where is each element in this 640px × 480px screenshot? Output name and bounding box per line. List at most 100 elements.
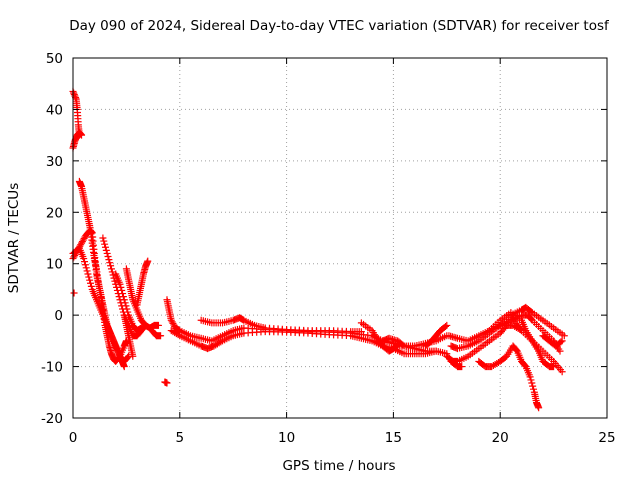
data-point xyxy=(124,353,132,361)
y-axis-label: SDTVAR / TECUs xyxy=(6,183,22,293)
data-point xyxy=(81,258,89,266)
data-point xyxy=(101,243,109,251)
series-tr21 xyxy=(447,357,466,371)
data-point xyxy=(163,379,171,387)
series-tr5 xyxy=(69,244,128,371)
data-point xyxy=(560,332,568,340)
data-point xyxy=(87,279,95,287)
data-point xyxy=(442,322,450,330)
data-point xyxy=(78,239,86,247)
data-point xyxy=(118,286,126,294)
data-point xyxy=(217,338,225,346)
series-tr9 xyxy=(133,257,152,309)
data-point xyxy=(116,280,124,288)
series-tr2 xyxy=(69,129,86,152)
data-point xyxy=(120,296,128,304)
y-tick-label: 40 xyxy=(46,102,63,118)
data-point xyxy=(99,234,107,242)
data-point xyxy=(80,255,88,263)
data-point xyxy=(121,299,129,307)
series-tr15 xyxy=(357,319,402,355)
data-point xyxy=(518,327,526,335)
data-point xyxy=(106,259,114,267)
data-point xyxy=(124,308,132,316)
data-point xyxy=(174,331,182,339)
data-point xyxy=(157,332,165,340)
data-point xyxy=(558,337,566,345)
y-tick-label: 10 xyxy=(46,257,63,273)
data-point xyxy=(521,362,529,370)
y-tick-label: 0 xyxy=(54,308,63,324)
x-tick-label: 15 xyxy=(385,430,402,446)
data-point xyxy=(120,363,128,371)
series-tr11 xyxy=(148,327,165,340)
data-point xyxy=(87,282,95,290)
data-point xyxy=(512,346,520,354)
x-tick-label: 5 xyxy=(176,430,185,446)
y-tick-label: 20 xyxy=(46,205,63,221)
data-point xyxy=(399,341,407,349)
data-point xyxy=(432,347,440,355)
data-point xyxy=(527,376,535,384)
x-tick-label: 0 xyxy=(69,430,78,446)
chart-title: Day 090 of 2024, Sidereal Day-to-day VTE… xyxy=(69,18,610,34)
data-point xyxy=(84,270,92,278)
data-point xyxy=(528,379,536,387)
data-point xyxy=(85,273,93,281)
data-point xyxy=(129,352,137,360)
data-point xyxy=(550,363,558,371)
data-point xyxy=(168,318,176,326)
data-point xyxy=(535,404,543,412)
data-point xyxy=(154,321,162,329)
x-axis-label: GPS time / hours xyxy=(282,458,395,474)
y-tick-label: 30 xyxy=(46,154,63,170)
data-point xyxy=(357,328,365,336)
series-tr7 xyxy=(112,270,145,335)
data-point xyxy=(102,246,110,254)
data-point xyxy=(517,326,525,334)
data-point xyxy=(70,91,78,99)
plot-frame xyxy=(72,57,608,419)
series-tr10 xyxy=(120,311,137,360)
data-point xyxy=(104,253,112,261)
x-tick-labels: 0 5 10 15 20 25 xyxy=(69,430,616,446)
data-point xyxy=(119,290,127,298)
x-tick-label: 20 xyxy=(492,430,509,446)
data-point xyxy=(167,316,175,324)
data-point xyxy=(530,385,538,393)
series-tr25 xyxy=(539,332,566,350)
data-point xyxy=(119,293,127,301)
series-tr14 xyxy=(197,314,365,336)
data-point xyxy=(83,267,91,275)
data-point xyxy=(100,237,108,245)
data-point xyxy=(70,289,78,297)
data-point xyxy=(78,238,86,246)
series-tr19 xyxy=(447,303,568,353)
data-point xyxy=(86,276,94,284)
y-tick-label: -10 xyxy=(41,360,63,376)
data-point xyxy=(123,305,131,313)
x-tick-label: 25 xyxy=(598,430,615,446)
series-tr24 xyxy=(507,311,526,335)
data-point xyxy=(556,347,564,355)
series-tr22 xyxy=(475,342,543,412)
data-point xyxy=(70,89,78,97)
series-tr17 xyxy=(421,321,451,350)
data-point xyxy=(117,283,125,291)
data-point xyxy=(443,321,451,329)
data-point xyxy=(105,256,113,264)
series-outlier-b xyxy=(161,378,171,387)
y-tick-labels: -20 -10 0 10 20 30 40 50 xyxy=(41,51,63,427)
data-point xyxy=(122,302,130,310)
data-point xyxy=(82,264,90,272)
data-point xyxy=(558,368,566,376)
data-marks xyxy=(69,87,568,412)
data-point xyxy=(101,240,109,248)
data-point xyxy=(78,131,86,139)
series-tr8 xyxy=(122,265,162,332)
data-point xyxy=(527,315,535,323)
series-outlier-a xyxy=(70,289,78,297)
data-point xyxy=(79,236,87,244)
data-point xyxy=(526,373,534,381)
